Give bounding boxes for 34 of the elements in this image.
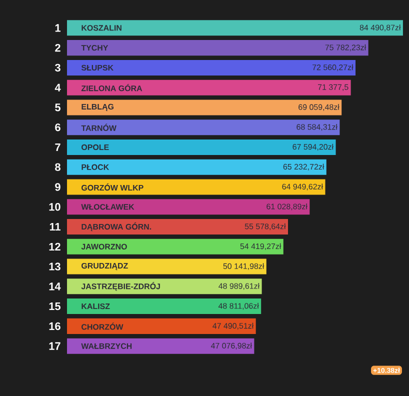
text: 4 [54,84,61,92]
bar [67,298,262,314]
bar [67,120,340,136]
bar [67,159,326,175]
bar [67,258,266,274]
bar [67,278,262,294]
text: 13 [49,262,60,270]
text: 12 [49,242,60,250]
text: 9 [55,183,60,191]
bar [67,20,403,36]
text: 11 [50,223,60,231]
text: 7 [55,143,60,151]
bar [67,179,326,195]
text: 16 [49,322,60,330]
bar [67,338,254,354]
text: 5 [55,104,60,112]
bar [67,80,351,96]
text: 3 [54,64,60,72]
text: 2 [55,44,60,52]
text: 8 [55,163,60,171]
bar [67,199,310,215]
bar [67,100,342,116]
text: 10 [49,203,60,211]
text: 15 [49,302,60,310]
text: 1 [55,24,60,32]
bar [67,40,368,56]
bar [67,219,288,235]
bar [67,139,336,155]
bar [67,238,284,254]
bar [67,60,356,76]
bar [67,318,256,334]
text: 6 [55,123,60,132]
text: 17 [49,342,60,350]
text: 14 [49,282,61,290]
